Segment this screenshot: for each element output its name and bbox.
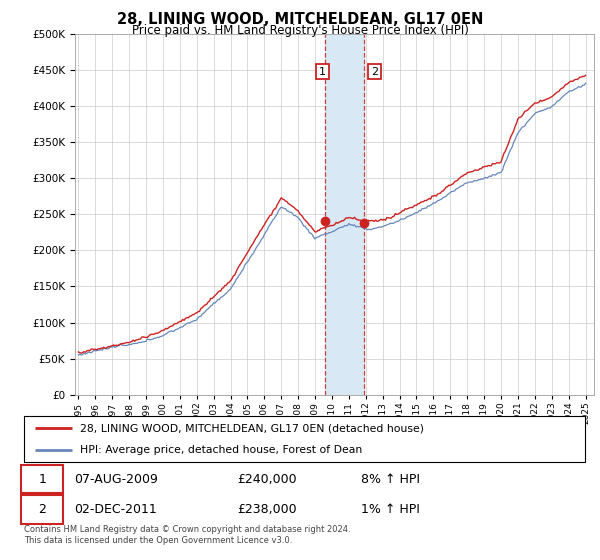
Text: 02-DEC-2011: 02-DEC-2011 (74, 503, 157, 516)
Text: £240,000: £240,000 (237, 473, 297, 486)
Text: Contains HM Land Registry data © Crown copyright and database right 2024.
This d: Contains HM Land Registry data © Crown c… (24, 525, 350, 545)
Text: 8% ↑ HPI: 8% ↑ HPI (361, 473, 419, 486)
FancyBboxPatch shape (21, 495, 63, 524)
Text: 1: 1 (319, 67, 326, 77)
Text: 07-AUG-2009: 07-AUG-2009 (74, 473, 158, 486)
FancyBboxPatch shape (21, 465, 63, 493)
Text: 1% ↑ HPI: 1% ↑ HPI (361, 503, 419, 516)
Text: 2: 2 (38, 503, 46, 516)
Text: 28, LINING WOOD, MITCHELDEAN, GL17 0EN (detached house): 28, LINING WOOD, MITCHELDEAN, GL17 0EN (… (80, 423, 424, 433)
Text: 28, LINING WOOD, MITCHELDEAN, GL17 0EN: 28, LINING WOOD, MITCHELDEAN, GL17 0EN (117, 12, 483, 27)
Bar (325, 34, 364, 395)
Text: 2: 2 (371, 67, 378, 77)
Text: 1: 1 (38, 473, 46, 486)
Text: Price paid vs. HM Land Registry's House Price Index (HPI): Price paid vs. HM Land Registry's House … (131, 24, 469, 37)
Text: £238,000: £238,000 (237, 503, 297, 516)
FancyBboxPatch shape (24, 416, 585, 462)
Text: HPI: Average price, detached house, Forest of Dean: HPI: Average price, detached house, Fore… (80, 445, 362, 455)
